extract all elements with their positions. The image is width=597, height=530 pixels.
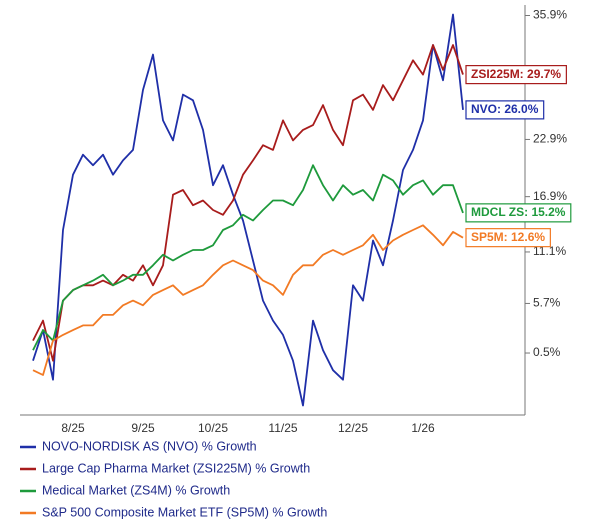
legend-label: NOVO-NORDISK AS (NVO) % Growth [42,439,257,453]
end-label-text: SP5M: 12.6% [471,230,545,244]
y-tick-label: 0.5% [533,345,561,359]
end-label-box [465,100,545,120]
end-label-box [465,65,567,85]
y-tick-label: 5.7% [533,296,561,310]
x-tick-label: 10/25 [198,421,228,435]
end-label: NVO: 26.0% [465,100,545,120]
y-tick-label: 11.1% [533,244,566,258]
series-line [32,13,464,407]
y-tick-label: 16.9% [533,189,567,203]
end-label-box [465,203,572,223]
end-label: SP5M: 12.6% [465,228,551,248]
legend-label: Medical Market (ZS4M) % Growth [42,483,230,497]
x-tick-label: 12/25 [338,421,368,435]
x-tick-label: 9/25 [131,421,155,435]
legend-label: Large Cap Pharma Market (ZSI225M) % Grow… [42,461,310,475]
x-tick-label: 1/26 [411,421,435,435]
end-label-text: NVO: 26.0% [471,102,539,116]
end-label: MDCL ZS: 15.2% [465,203,572,223]
end-label-box [465,228,551,248]
x-tick-label: 8/25 [61,421,85,435]
series-line [32,164,464,351]
series-line [32,44,464,362]
end-label-text: ZSI225M: 29.7% [471,67,561,81]
x-tick-label: 11/25 [268,421,297,435]
legend-label: S&P 500 Composite Market ETF (SP5M) % Gr… [42,505,327,519]
series-line [32,224,464,376]
end-label: ZSI225M: 29.7% [465,65,567,85]
end-label-text: MDCL ZS: 15.2% [471,205,566,219]
y-tick-label: 35.9% [533,8,567,22]
y-tick-label: 22.9% [533,132,567,146]
